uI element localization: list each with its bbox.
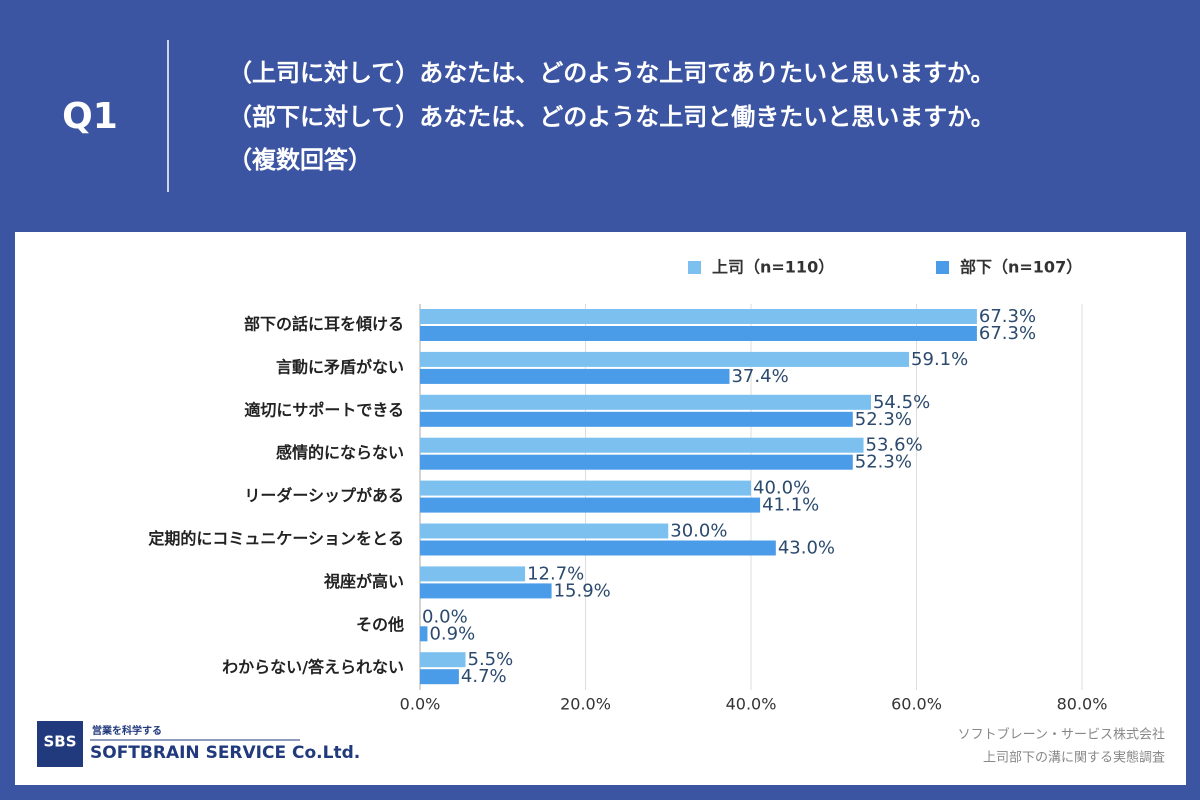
value-label: 67.3% — [979, 323, 1036, 344]
note: 上司部下の溝に関する実態調査 — [983, 750, 1165, 766]
bar — [420, 497, 761, 513]
value-label: 41.1% — [762, 495, 819, 516]
value-label: 52.3% — [855, 409, 912, 430]
y-tick-label: 部下の話に耳を傾ける — [244, 315, 404, 334]
bar — [420, 626, 428, 642]
y-tick-label: わからない/答えられない — [222, 658, 404, 677]
value-label: 30.0% — [670, 521, 727, 542]
y-tick-label: 感情的にならない — [276, 443, 404, 462]
bar — [420, 583, 552, 599]
company: SOFTBRAIN SERVICE Co.Ltd. — [90, 743, 360, 763]
question-line: （複数回答） — [228, 146, 372, 174]
x-tick-label: 60.0% — [891, 695, 942, 714]
x-tick-label: 80.0% — [1057, 695, 1108, 714]
legend-label: 部下（n=107） — [960, 258, 1082, 277]
legend-swatch — [936, 261, 949, 274]
bar — [420, 566, 526, 582]
bar — [420, 454, 853, 470]
y-tick-label: 視座が高い — [323, 572, 404, 591]
legend-swatch — [688, 261, 701, 274]
value-label: 15.9% — [554, 580, 611, 601]
bar — [420, 394, 871, 410]
bar — [420, 368, 730, 384]
bar — [420, 540, 776, 556]
logo: SBS — [43, 733, 76, 751]
value-label: 4.7% — [461, 666, 507, 687]
note: ソフトブレーン・サービス株式会社 — [958, 727, 1165, 743]
bar — [420, 351, 910, 367]
value-label: 0.0% — [422, 606, 468, 627]
bar — [420, 309, 977, 324]
bar — [420, 326, 977, 341]
value-label: 59.1% — [911, 349, 968, 370]
bar — [420, 437, 864, 453]
legend-label: 上司（n=110） — [712, 258, 834, 277]
question-line: （部下に対して）あなたは、どのような上司と働きたいと思いますか。 — [228, 103, 995, 131]
y-tick-label: 言動に矛盾がない — [276, 357, 404, 376]
bar — [420, 480, 751, 496]
logo-box — [37, 721, 83, 767]
y-tick-label: その他 — [356, 615, 404, 634]
value-label: 54.5% — [873, 392, 930, 413]
y-tick-label: 適切にサポートできる — [244, 400, 404, 419]
y-tick-label: 定期的にコミュニケーションをとる — [147, 529, 404, 548]
bar — [420, 669, 459, 685]
question-line: （上司に対して）あなたは、どのような上司でありたいと思いますか。 — [228, 59, 995, 87]
bar — [420, 411, 853, 427]
x-tick-label: 0.0% — [400, 695, 441, 714]
value-label: 5.5% — [468, 649, 514, 670]
tagline: 営業を科学する — [92, 724, 162, 737]
value-label: 0.9% — [429, 623, 475, 644]
value-label: 67.3% — [979, 306, 1036, 327]
bar — [420, 523, 669, 539]
value-label: 43.0% — [778, 538, 835, 559]
value-label: 40.0% — [753, 478, 810, 499]
x-tick-label: 40.0% — [726, 695, 777, 714]
value-label: 37.4% — [731, 366, 788, 387]
value-label: 53.6% — [866, 435, 923, 456]
value-label: 52.3% — [855, 452, 912, 473]
y-tick-label: リーダーシップがある — [244, 486, 404, 505]
value-label: 12.7% — [527, 563, 584, 584]
x-tick-label: 20.0% — [560, 695, 611, 714]
question-number: Q1 — [62, 96, 118, 137]
bar — [420, 652, 466, 668]
